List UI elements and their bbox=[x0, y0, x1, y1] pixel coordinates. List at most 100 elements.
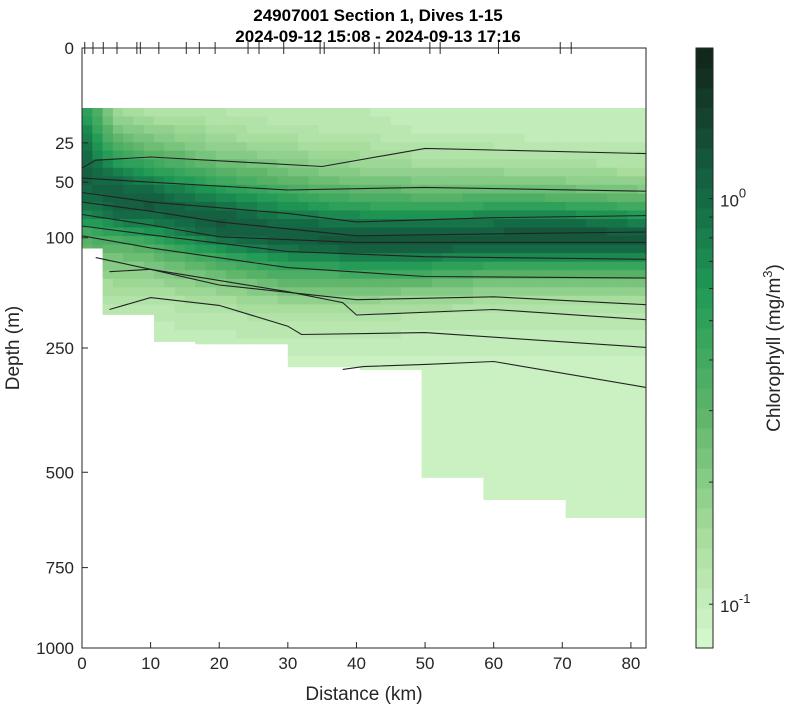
contour-cell bbox=[586, 227, 598, 237]
contour-cell bbox=[565, 432, 577, 442]
contour-cell bbox=[504, 312, 515, 322]
contour-cell bbox=[555, 398, 567, 408]
contour-cell bbox=[462, 347, 474, 357]
contour-cell bbox=[586, 116, 598, 126]
contour-cell bbox=[637, 466, 647, 476]
contour-cell bbox=[257, 312, 268, 322]
contour-cell bbox=[524, 176, 536, 186]
contour-cell bbox=[205, 244, 217, 254]
contour-cell bbox=[298, 347, 309, 357]
contour-cell bbox=[154, 287, 165, 297]
contour-cell bbox=[534, 125, 546, 135]
contour-cell bbox=[452, 321, 464, 331]
contour-cell bbox=[267, 176, 279, 186]
contour-cell bbox=[473, 167, 484, 177]
contour-cell bbox=[318, 244, 330, 254]
contour-cell bbox=[267, 312, 279, 322]
contour-cell bbox=[514, 347, 526, 357]
contour-cell bbox=[462, 330, 474, 340]
contour-cell bbox=[545, 261, 556, 271]
contour-cell bbox=[143, 125, 155, 135]
contour-cell bbox=[380, 278, 392, 288]
contour-cell bbox=[318, 312, 330, 322]
contour-cell bbox=[555, 415, 567, 425]
contour-cell bbox=[401, 227, 412, 237]
contour-cell bbox=[493, 483, 505, 493]
contour-cell bbox=[596, 236, 608, 246]
contour-cell bbox=[452, 406, 464, 416]
contour-cell bbox=[442, 261, 454, 271]
contour-cell bbox=[267, 108, 279, 118]
contour-cell bbox=[565, 449, 577, 459]
chart-title: 24907001 Section 1, Dives 1-15 bbox=[253, 6, 503, 25]
contour-cell bbox=[92, 150, 104, 160]
contour-cell bbox=[617, 381, 629, 391]
contour-cell bbox=[143, 176, 155, 186]
contour-cell bbox=[627, 398, 639, 408]
contour-cell bbox=[627, 236, 639, 246]
contour-cell bbox=[154, 184, 165, 194]
contour-cell bbox=[339, 201, 351, 211]
contour-cell bbox=[606, 176, 618, 186]
contour-cell bbox=[339, 244, 351, 254]
contour-cell bbox=[596, 304, 608, 314]
contour-cell bbox=[473, 244, 484, 254]
contour-cell bbox=[112, 142, 124, 152]
contour-cell bbox=[287, 330, 299, 340]
contour-cell bbox=[473, 150, 484, 160]
contour-cell bbox=[442, 150, 454, 160]
contour-cell bbox=[390, 278, 402, 288]
contour-cell bbox=[576, 364, 587, 374]
contour-cell bbox=[205, 219, 217, 229]
contour-cell bbox=[184, 150, 196, 160]
contour-cell bbox=[452, 125, 464, 135]
contour-cell bbox=[195, 244, 207, 254]
contour-cell bbox=[329, 347, 340, 357]
contour-cell bbox=[246, 133, 258, 143]
contour-cell bbox=[637, 244, 647, 254]
contour-cell bbox=[401, 125, 412, 135]
contour-cell bbox=[370, 142, 382, 152]
contour-cell bbox=[308, 227, 320, 237]
contour-cell bbox=[473, 125, 484, 135]
contour-cell bbox=[524, 125, 536, 135]
contour-cell bbox=[401, 295, 412, 305]
contour-cell bbox=[565, 475, 577, 485]
contour-cell bbox=[267, 193, 279, 203]
contour-cell bbox=[606, 244, 618, 254]
contour-cell bbox=[257, 270, 268, 280]
contour-cell bbox=[504, 372, 515, 382]
contour-cell bbox=[390, 150, 402, 160]
contour-cell bbox=[154, 201, 165, 211]
contour-cell bbox=[524, 244, 536, 254]
contour-cell bbox=[545, 330, 556, 340]
contour-cell bbox=[524, 219, 536, 229]
contour-cell bbox=[267, 150, 279, 160]
contour-cell bbox=[514, 449, 526, 459]
contour-cell bbox=[442, 116, 454, 126]
contour-cell bbox=[287, 125, 299, 135]
contour-cell bbox=[411, 210, 423, 220]
contour-cell bbox=[236, 142, 248, 152]
contour-cell bbox=[184, 312, 196, 322]
contour-cell bbox=[596, 458, 608, 468]
contour-cell bbox=[370, 227, 382, 237]
contour-cell bbox=[606, 364, 618, 374]
contour-cell bbox=[504, 278, 515, 288]
contour-cell bbox=[524, 389, 536, 399]
contour-cell bbox=[257, 167, 268, 177]
contour-cell bbox=[236, 159, 248, 169]
contour-cell bbox=[308, 261, 320, 271]
contour-cell bbox=[329, 133, 340, 143]
contour-cell bbox=[586, 295, 598, 305]
contour-cell bbox=[174, 295, 186, 305]
contour-cell bbox=[411, 270, 423, 280]
contour-cell bbox=[565, 116, 577, 126]
contour-cell bbox=[82, 201, 93, 211]
contour-cell bbox=[431, 321, 443, 331]
contour-cell bbox=[637, 441, 647, 451]
contour-cell bbox=[339, 304, 351, 314]
contour-cell bbox=[205, 304, 217, 314]
contour-cell bbox=[565, 210, 577, 220]
